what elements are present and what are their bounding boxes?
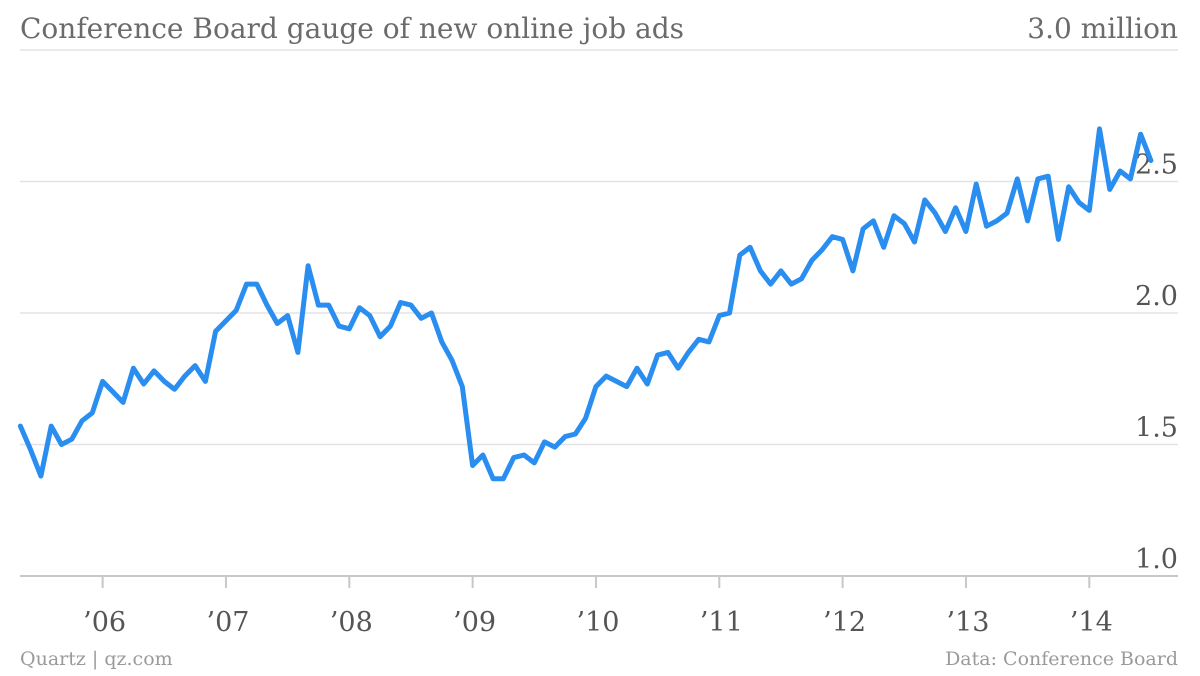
y-tick-label: 2.0 — [1135, 281, 1178, 312]
y-tick-label: 2.5 — [1135, 150, 1178, 181]
x-tick-label: ’09 — [453, 607, 496, 638]
x-tick-label: ’12 — [823, 607, 866, 638]
y-tick-label: 1.0 — [1135, 544, 1178, 575]
x-tick-label: ’14 — [1070, 607, 1113, 638]
x-tick-label: ’13 — [946, 607, 989, 638]
x-tick-label: ’08 — [330, 607, 373, 638]
y-tick-label: 1.5 — [1135, 413, 1178, 444]
series-line-0 — [17, 126, 1154, 482]
x-axis — [101, 576, 1091, 588]
x-tick-label: ’06 — [83, 607, 126, 638]
chart-title: Conference Board gauge of new online job… — [20, 12, 685, 45]
x-tick-label: ’10 — [576, 607, 619, 638]
data-source: Data: Conference Board — [945, 648, 1178, 670]
x-tick-label: ’11 — [700, 607, 743, 638]
x-axis-tick-labels: ’06 ’07 ’08 ’09 ’10 ’11 ’12 ’13 ’14 — [83, 607, 1113, 638]
y-axis-tick-labels: 2.5 2.0 1.5 1.0 — [1135, 150, 1178, 576]
unit-label: 3.0 million — [1027, 12, 1178, 45]
series-group — [17, 126, 1154, 482]
source-credit: Quartz | qz.com — [20, 648, 173, 670]
grid-lines — [20, 49, 1178, 577]
x-tick-label: ’07 — [206, 607, 249, 638]
